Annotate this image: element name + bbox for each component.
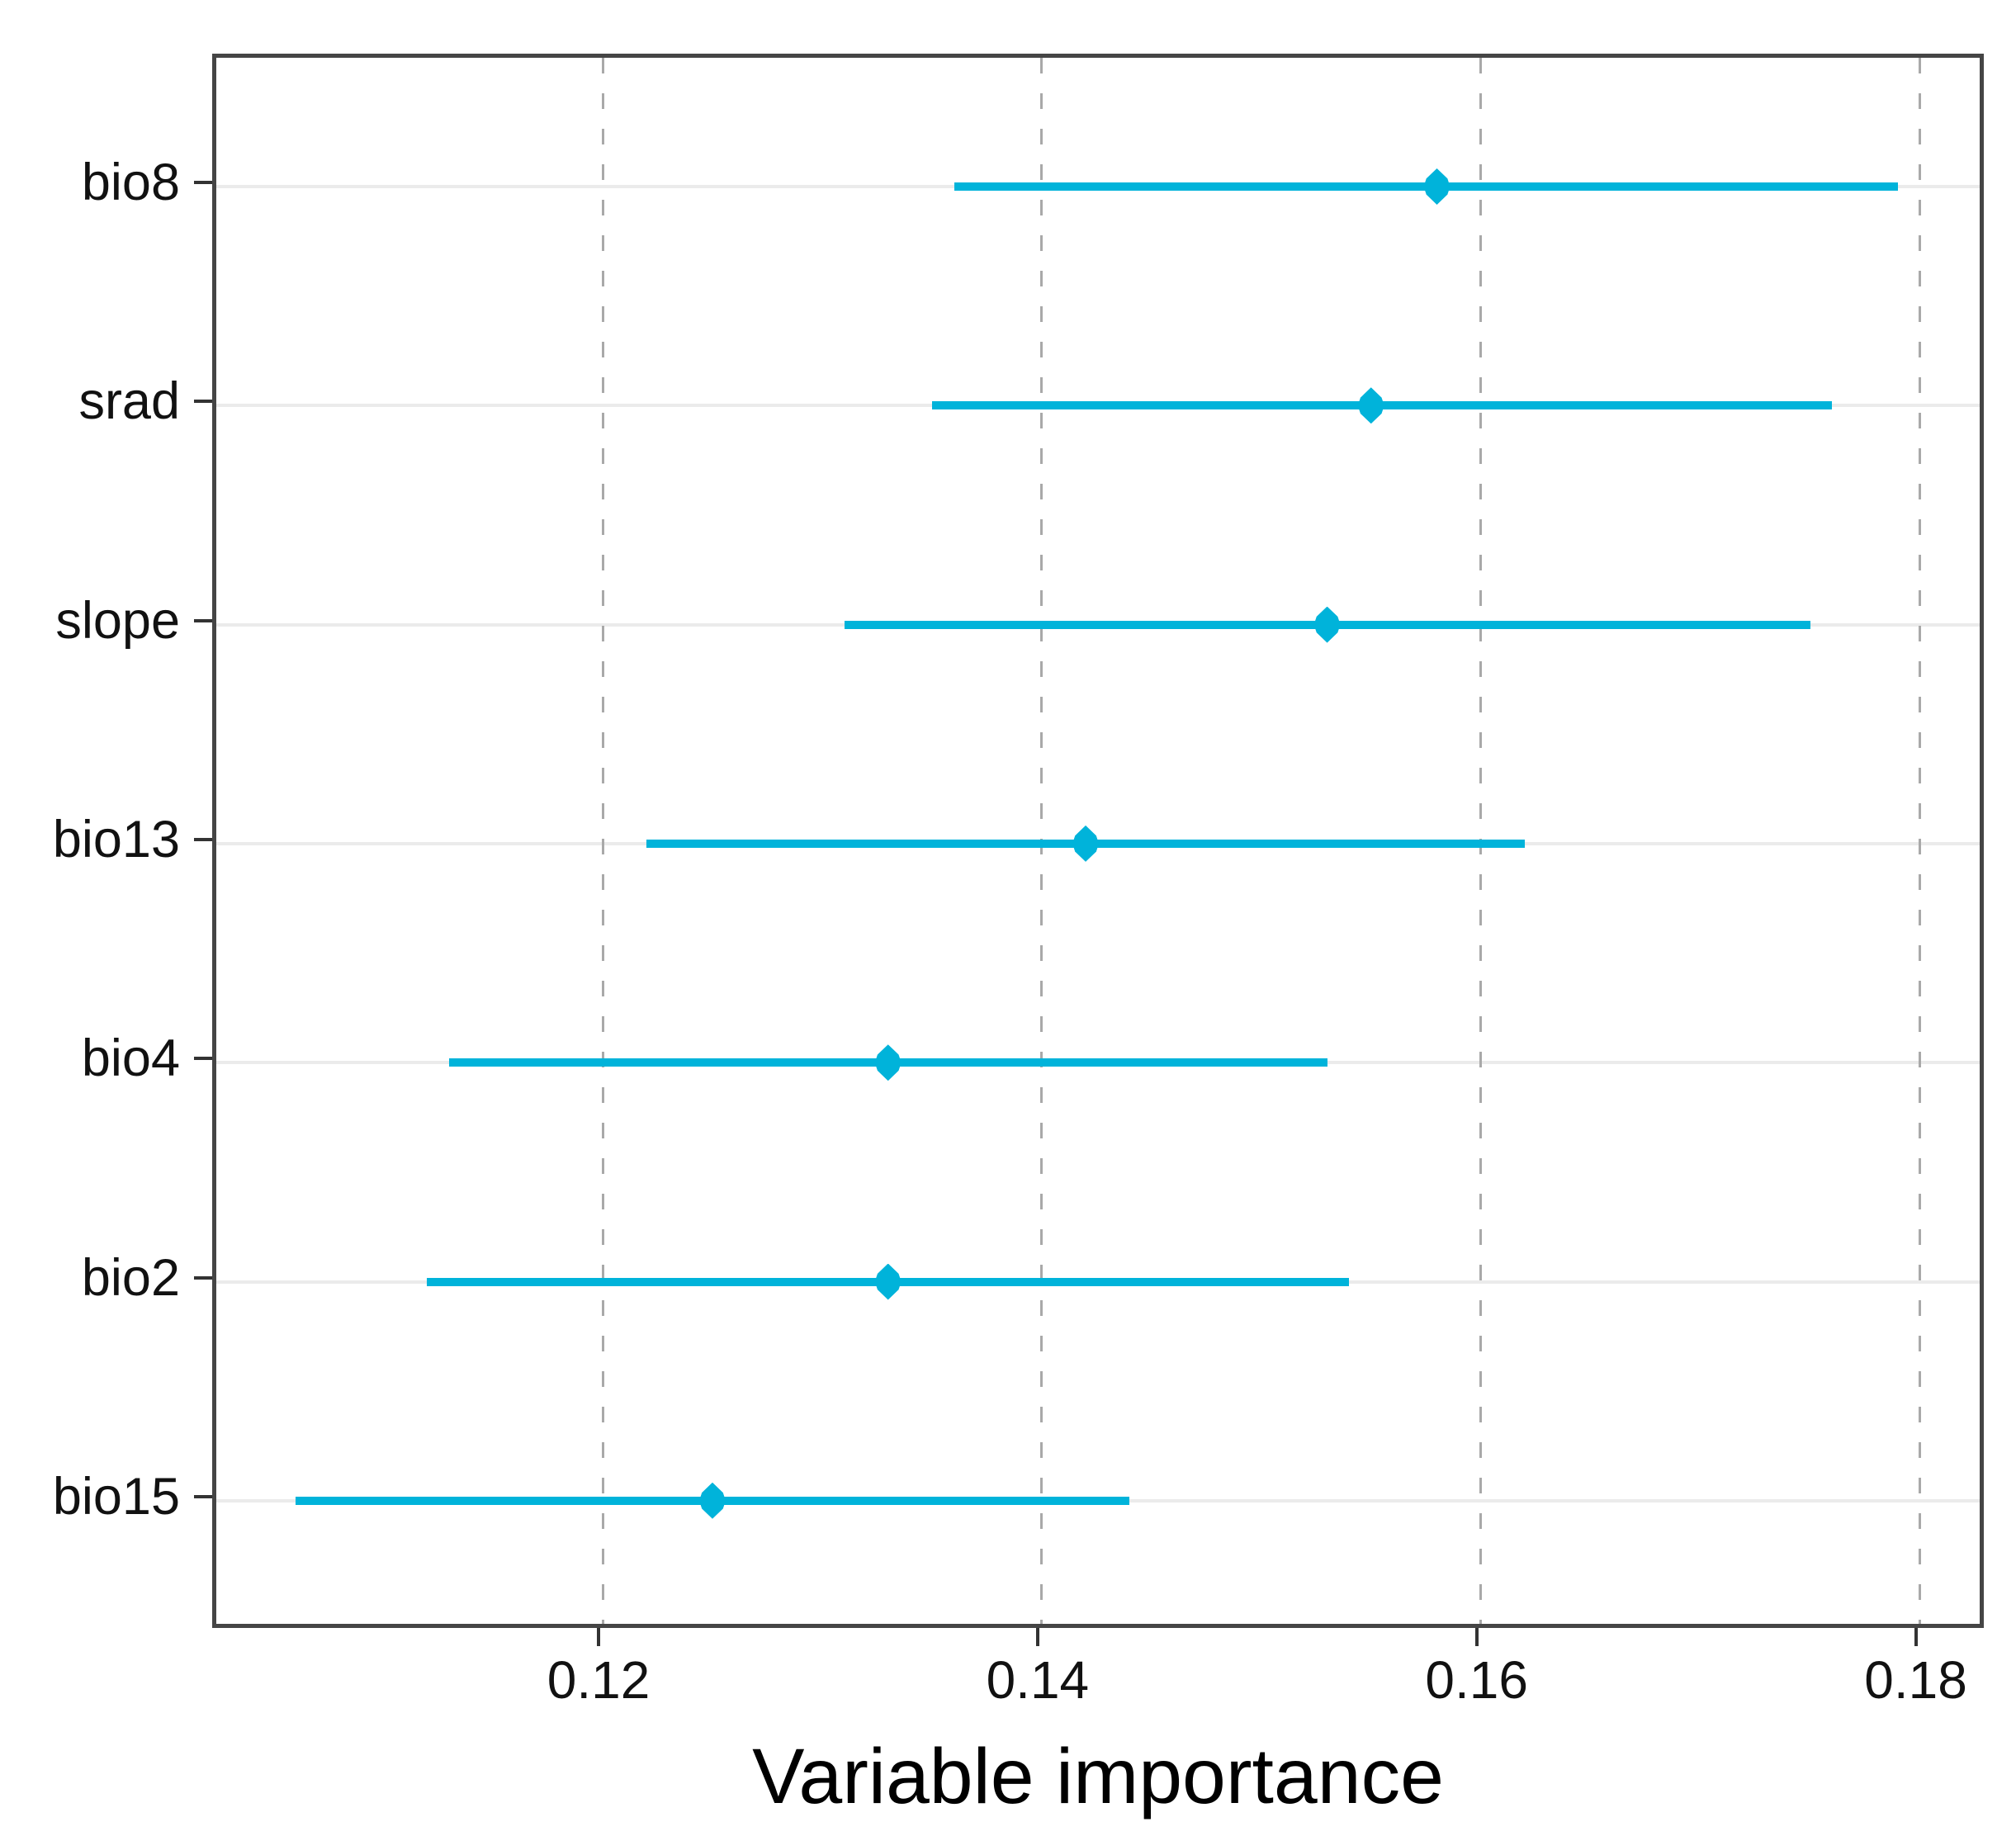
y-axis-label: bio4	[81, 1029, 180, 1088]
point-marker	[1423, 168, 1450, 205]
x-gridline	[1919, 58, 1922, 1624]
x-tick-label: 0.18	[1864, 1650, 1967, 1710]
x-tick-label: 0.12	[547, 1650, 651, 1710]
y-axis-label: bio8	[81, 153, 180, 211]
y-axis-label: slope	[55, 591, 180, 650]
x-tick-label: 0.16	[1425, 1650, 1528, 1710]
x-axis-title: Variable importance	[752, 1733, 1444, 1820]
x-gridline	[601, 58, 604, 1624]
x-tick-mark	[1914, 1628, 1918, 1646]
y-tick-mark	[194, 400, 212, 404]
point-marker	[1072, 825, 1100, 862]
x-tick-mark	[1474, 1628, 1479, 1646]
point-marker	[874, 1263, 902, 1300]
y-tick-mark	[194, 180, 212, 184]
x-tick-label: 0.14	[986, 1650, 1090, 1710]
point-marker	[1313, 606, 1341, 643]
y-axis-label: srad	[78, 372, 180, 431]
y-tick-mark	[194, 618, 212, 622]
y-tick-mark	[194, 1494, 212, 1498]
y-tick-mark	[194, 837, 212, 841]
point-marker	[1357, 387, 1384, 424]
y-axis-label: bio2	[81, 1248, 180, 1307]
point-marker	[698, 1482, 726, 1519]
x-tick-mark	[597, 1628, 601, 1646]
y-tick-mark	[194, 1057, 212, 1061]
y-axis-label: bio13	[52, 810, 180, 868]
plot-panel	[212, 54, 1984, 1628]
y-axis-label: bio15	[52, 1467, 180, 1526]
point-marker	[874, 1044, 902, 1081]
y-tick-mark	[194, 1275, 212, 1280]
x-tick-mark	[1035, 1628, 1039, 1646]
